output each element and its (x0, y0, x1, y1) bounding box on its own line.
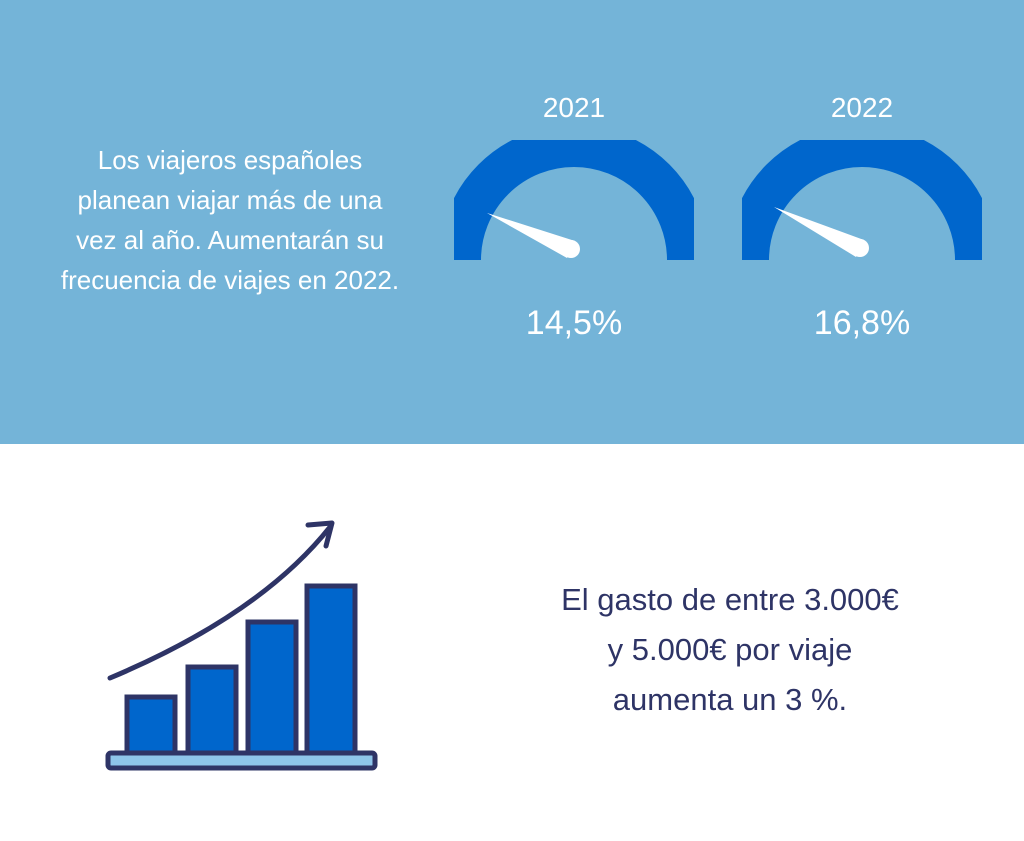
bottom-panel (0, 444, 1024, 841)
gauge-needle (487, 213, 575, 258)
spending-text: El gasto de entre 3.000€ y 5.000€ por vi… (561, 582, 899, 717)
gauge-value-label: 16,8% (813, 304, 911, 342)
gauge-year-label: 2022 (830, 92, 894, 123)
bar (304, 583, 358, 756)
gauge-year-label: 2021 (542, 92, 606, 123)
intro-text: Los viajeros españoles planean viajar má… (60, 145, 400, 295)
chart-base (105, 750, 378, 771)
gauge-dial-icon (454, 140, 694, 261)
growth-bar-chart-icon (105, 520, 378, 771)
gauge-needle (774, 207, 864, 257)
bar (245, 619, 299, 756)
top-panel: Los viajeros españoles planean viajar má… (0, 0, 1024, 444)
gauge-dial-icon (742, 140, 982, 261)
gauge-2022: 2022 16,8% (742, 90, 982, 360)
bar (124, 694, 178, 756)
gauge-value-label: 14,5% (525, 304, 623, 342)
gauge-2021: 2021 14,5% (454, 90, 694, 360)
bar (185, 664, 239, 756)
trend-arrow-icon (107, 524, 333, 681)
